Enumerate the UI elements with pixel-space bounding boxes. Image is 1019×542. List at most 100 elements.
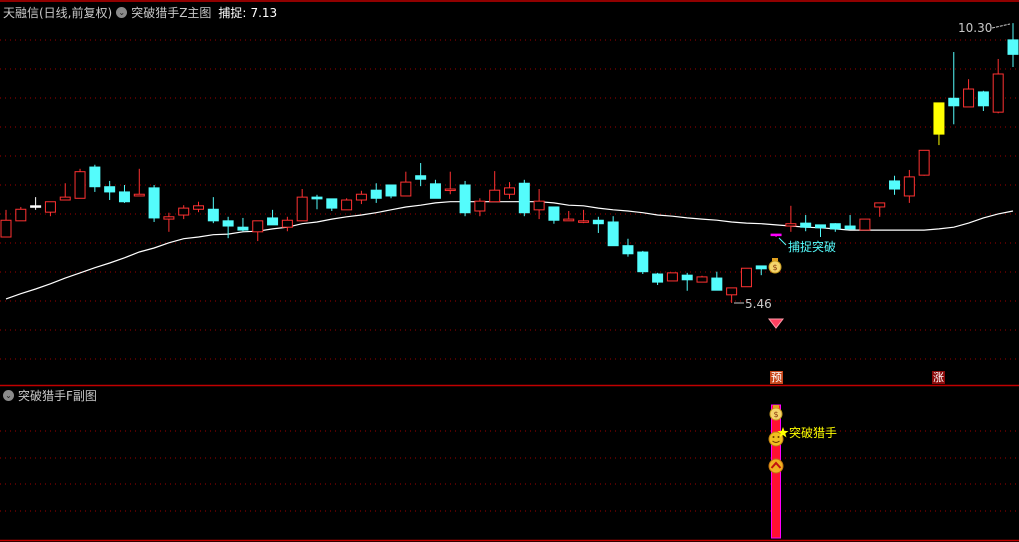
candle[interactable] <box>207 197 219 224</box>
sub-indicator-name[interactable]: 突破猎手F副图 <box>18 389 97 403</box>
candle[interactable] <box>104 180 116 201</box>
candle[interactable] <box>163 212 175 232</box>
candle[interactable] <box>563 210 575 222</box>
candle[interactable] <box>518 179 530 217</box>
candle[interactable] <box>918 149 930 176</box>
candle[interactable] <box>222 216 234 239</box>
candle[interactable] <box>237 217 249 232</box>
candle[interactable] <box>444 171 456 195</box>
candle[interactable] <box>296 189 308 222</box>
candle[interactable] <box>252 220 264 242</box>
candle[interactable] <box>992 58 1004 114</box>
main-indicator-name[interactable]: 突破猎手Z主图 <box>131 6 212 20</box>
candle[interactable] <box>903 169 915 203</box>
candle[interactable] <box>355 190 367 205</box>
candle-body <box>933 102 945 135</box>
candle[interactable] <box>637 250 649 275</box>
candle-body <box>918 149 930 176</box>
candle-body <box>637 251 649 273</box>
candle[interactable] <box>652 272 664 285</box>
candle[interactable] <box>963 79 975 108</box>
candle[interactable] <box>829 223 841 232</box>
candle[interactable] <box>326 198 338 211</box>
candle[interactable] <box>666 272 678 282</box>
candle[interactable] <box>785 205 797 232</box>
candle[interactable] <box>681 272 693 291</box>
sub-header: ⌄ 突破猎手F副图 <box>3 387 97 404</box>
candle[interactable] <box>533 189 545 220</box>
candle[interactable] <box>311 194 323 210</box>
candle[interactable] <box>267 209 279 226</box>
candle-body <box>770 233 782 237</box>
candle[interactable] <box>385 184 397 199</box>
candle[interactable] <box>89 164 101 192</box>
candle-body <box>785 223 797 227</box>
candle[interactable] <box>489 171 501 203</box>
candle-body <box>444 188 456 192</box>
candle[interactable] <box>948 52 960 125</box>
candle[interactable] <box>844 215 856 230</box>
candle[interactable] <box>874 202 886 217</box>
candle-body <box>963 88 975 108</box>
candle[interactable] <box>726 287 738 303</box>
candle-body <box>903 176 915 197</box>
candle[interactable] <box>0 209 12 238</box>
candle[interactable] <box>755 265 767 276</box>
candle[interactable] <box>15 206 27 222</box>
candle[interactable] <box>711 271 723 291</box>
candle[interactable] <box>504 182 515 199</box>
candle[interactable] <box>281 216 293 232</box>
candle[interactable] <box>193 201 205 213</box>
candle[interactable] <box>429 179 441 199</box>
candle[interactable] <box>977 90 989 111</box>
candle[interactable] <box>933 102 945 146</box>
candle-body <box>859 218 871 231</box>
candle[interactable] <box>607 216 619 247</box>
candle[interactable] <box>148 184 160 222</box>
candle[interactable] <box>30 197 42 210</box>
candle[interactable] <box>696 275 708 283</box>
candle-body <box>474 200 486 212</box>
candle[interactable] <box>814 224 826 238</box>
candle[interactable] <box>770 233 782 238</box>
candle-body <box>711 277 723 291</box>
candle[interactable] <box>592 216 604 233</box>
candle-body <box>252 220 264 233</box>
candle-body <box>874 202 886 208</box>
candle-body <box>59 196 71 201</box>
candle[interactable] <box>370 183 382 203</box>
candle[interactable] <box>59 183 71 201</box>
candle[interactable] <box>474 198 486 217</box>
candle[interactable] <box>74 168 86 199</box>
candle[interactable] <box>459 180 471 217</box>
diamond-icon <box>767 318 785 329</box>
candle-body <box>400 181 412 197</box>
candle[interactable] <box>400 171 412 197</box>
candle-body <box>696 276 708 283</box>
stock-title: 天融信(日线,前复权) <box>3 6 113 20</box>
candle[interactable] <box>578 209 590 224</box>
candle[interactable] <box>118 184 130 203</box>
candle[interactable] <box>44 201 56 217</box>
candle-body <box>355 193 367 201</box>
money-bag-icon: $ <box>769 405 783 421</box>
candle[interactable] <box>889 175 901 195</box>
collapse-chevron-icon[interactable]: ⌄ <box>116 7 128 18</box>
collapse-chevron-icon[interactable]: ⌄ <box>3 390 14 401</box>
candle[interactable] <box>548 206 560 224</box>
candle[interactable] <box>133 168 145 197</box>
candle[interactable] <box>178 205 190 220</box>
candle[interactable] <box>740 267 752 288</box>
candle-body <box>15 208 27 222</box>
candle-body <box>429 183 441 199</box>
candle[interactable] <box>800 215 812 232</box>
candle[interactable] <box>415 163 427 187</box>
candle-body <box>829 223 841 230</box>
candle-body <box>681 274 693 281</box>
candle[interactable] <box>1007 23 1019 68</box>
candle[interactable] <box>341 198 353 211</box>
candle[interactable] <box>859 218 871 231</box>
candle-body <box>889 180 901 190</box>
candle[interactable] <box>622 238 634 257</box>
